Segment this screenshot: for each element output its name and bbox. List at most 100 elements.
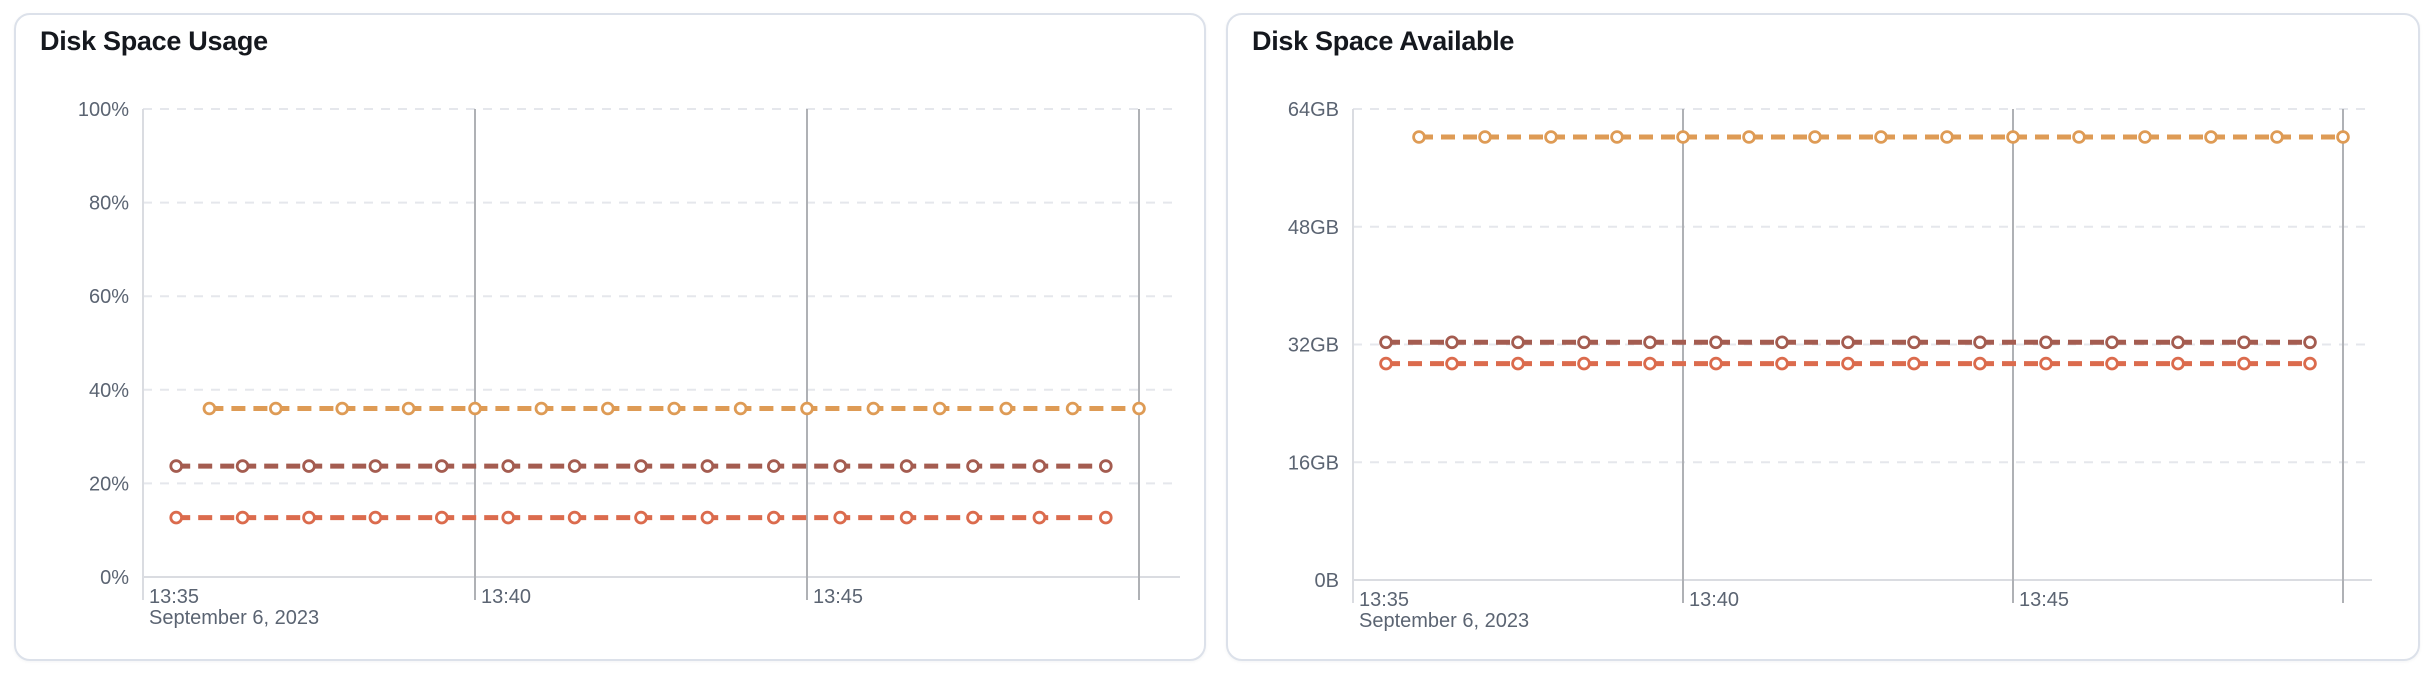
series-marker-orange	[335, 401, 350, 416]
series-marker-brown	[2237, 335, 2251, 350]
series-marker-orange	[1412, 130, 1426, 144]
series-marker-brown	[1099, 459, 1113, 473]
series-marker-red	[2171, 356, 2185, 371]
series-marker-brown	[434, 459, 449, 473]
series-marker-red	[1379, 356, 1393, 371]
series-marker-brown	[1379, 335, 1393, 350]
series-marker-red	[1775, 356, 1789, 371]
series-marker-brown	[1643, 335, 1657, 350]
series-marker-red	[1973, 356, 1987, 371]
series-marker-orange	[1940, 130, 1954, 144]
series-marker-orange	[1808, 130, 1822, 144]
x-axis-date-label: September 6, 2023	[1359, 610, 1529, 632]
x-tick-label: 13:35	[149, 586, 199, 608]
series-marker-orange	[733, 401, 748, 416]
series-marker-red	[1099, 510, 1113, 525]
series-marker-brown	[368, 459, 383, 473]
series-marker-brown	[2171, 335, 2185, 350]
series-marker-orange	[401, 401, 416, 416]
y-tick-label: 100%	[78, 99, 129, 121]
series-marker-red	[1032, 510, 1047, 525]
panel-disk-space-usage: Disk Space Usage 100% 80% 60% 40% 20% 0% 13:35…	[14, 13, 1206, 661]
series-marker-red	[2303, 356, 2317, 371]
series-marker-brown	[1709, 335, 1723, 350]
series-marker-orange	[1478, 130, 1492, 144]
series-marker-brown	[2105, 335, 2119, 350]
panel-disk-space-available: Disk Space Available 64GB 48GB 32GB 16GB 0B 1…	[1226, 13, 2420, 661]
series-marker-red	[634, 510, 648, 525]
series-marker-red	[2237, 356, 2251, 371]
series-marker-red	[1445, 356, 1459, 371]
series-marker-red	[1841, 356, 1855, 371]
series-marker-red	[434, 510, 449, 525]
series-marker-red	[567, 510, 582, 525]
series-marker-brown	[169, 459, 184, 473]
series-marker-orange	[2336, 130, 2350, 144]
series-marker-orange	[866, 401, 881, 416]
series-marker-brown	[501, 459, 516, 473]
series-marker-orange	[1742, 130, 1756, 144]
series-marker-brown	[235, 459, 250, 473]
series-marker-red	[966, 510, 980, 525]
series-marker-orange	[534, 401, 549, 416]
series-marker-brown	[1973, 335, 1987, 350]
series-marker-orange	[999, 401, 1013, 416]
series-marker-brown	[1445, 335, 1459, 350]
series-marker-brown	[302, 459, 316, 473]
series-marker-red	[2105, 356, 2119, 371]
series-marker-brown	[567, 459, 582, 473]
series-marker-orange	[202, 401, 217, 416]
y-tick-label: 64GB	[1288, 99, 1339, 121]
series-marker-red	[1511, 356, 1525, 371]
series-marker-red	[368, 510, 383, 525]
series-marker-red	[700, 510, 715, 525]
series-marker-orange	[2204, 130, 2218, 144]
series-marker-orange	[2270, 130, 2284, 144]
y-tick-label: 80%	[89, 193, 129, 215]
series-marker-red	[899, 510, 914, 525]
series-marker-brown	[966, 459, 980, 473]
series-marker-red	[1709, 356, 1723, 371]
series-marker-red	[833, 510, 847, 525]
series-marker-orange	[468, 401, 482, 416]
x-axis-date-label: September 6, 2023	[149, 607, 319, 629]
series-marker-orange	[667, 401, 681, 416]
series-marker-red	[1577, 356, 1591, 371]
series-marker-brown	[700, 459, 715, 473]
series-marker-red	[235, 510, 250, 525]
y-tick-label: 32GB	[1288, 335, 1339, 357]
series-marker-orange	[932, 401, 947, 416]
panel-title-disk-space-available: Disk Space Available	[1252, 26, 1515, 56]
x-tick-label: 13:35	[1359, 589, 1409, 611]
series-marker-orange	[268, 401, 283, 416]
series-marker-brown	[634, 459, 648, 473]
series-marker-brown	[1511, 335, 1525, 350]
series-marker-orange	[2138, 130, 2152, 144]
series-marker-red	[1643, 356, 1657, 371]
x-tick-label: 13:40	[481, 586, 531, 608]
series-marker-orange	[2006, 130, 2020, 144]
disk-space-available-chart: 64GB 48GB 32GB 16GB 0B 13:35 13:40 13:45 Septemb…	[1288, 99, 2372, 632]
series-marker-brown	[1775, 335, 1789, 350]
panel-title-disk-space-usage: Disk Space Usage	[40, 26, 268, 56]
x-tick-label: 13:45	[813, 586, 863, 608]
x-tick-label: 13:45	[2019, 589, 2069, 611]
y-tick-label: 0B	[1315, 570, 1339, 592]
series-marker-red	[1907, 356, 1921, 371]
series-marker-orange	[1132, 401, 1146, 416]
series-marker-orange	[1065, 401, 1080, 416]
y-tick-label: 16GB	[1288, 452, 1339, 474]
series-marker-brown	[2039, 335, 2053, 350]
series-marker-red	[2039, 356, 2053, 371]
x-tick-label: 13:40	[1689, 589, 1739, 611]
series-marker-red	[501, 510, 516, 525]
series-marker-orange	[2072, 130, 2086, 144]
series-marker-brown	[1907, 335, 1921, 350]
series-marker-red	[766, 510, 781, 525]
series-marker-red	[302, 510, 316, 525]
y-tick-label: 20%	[89, 473, 129, 495]
series-marker-orange	[1610, 130, 1624, 144]
series-marker-brown	[1841, 335, 1855, 350]
y-tick-label: 60%	[89, 286, 129, 308]
series-marker-brown	[833, 459, 847, 473]
